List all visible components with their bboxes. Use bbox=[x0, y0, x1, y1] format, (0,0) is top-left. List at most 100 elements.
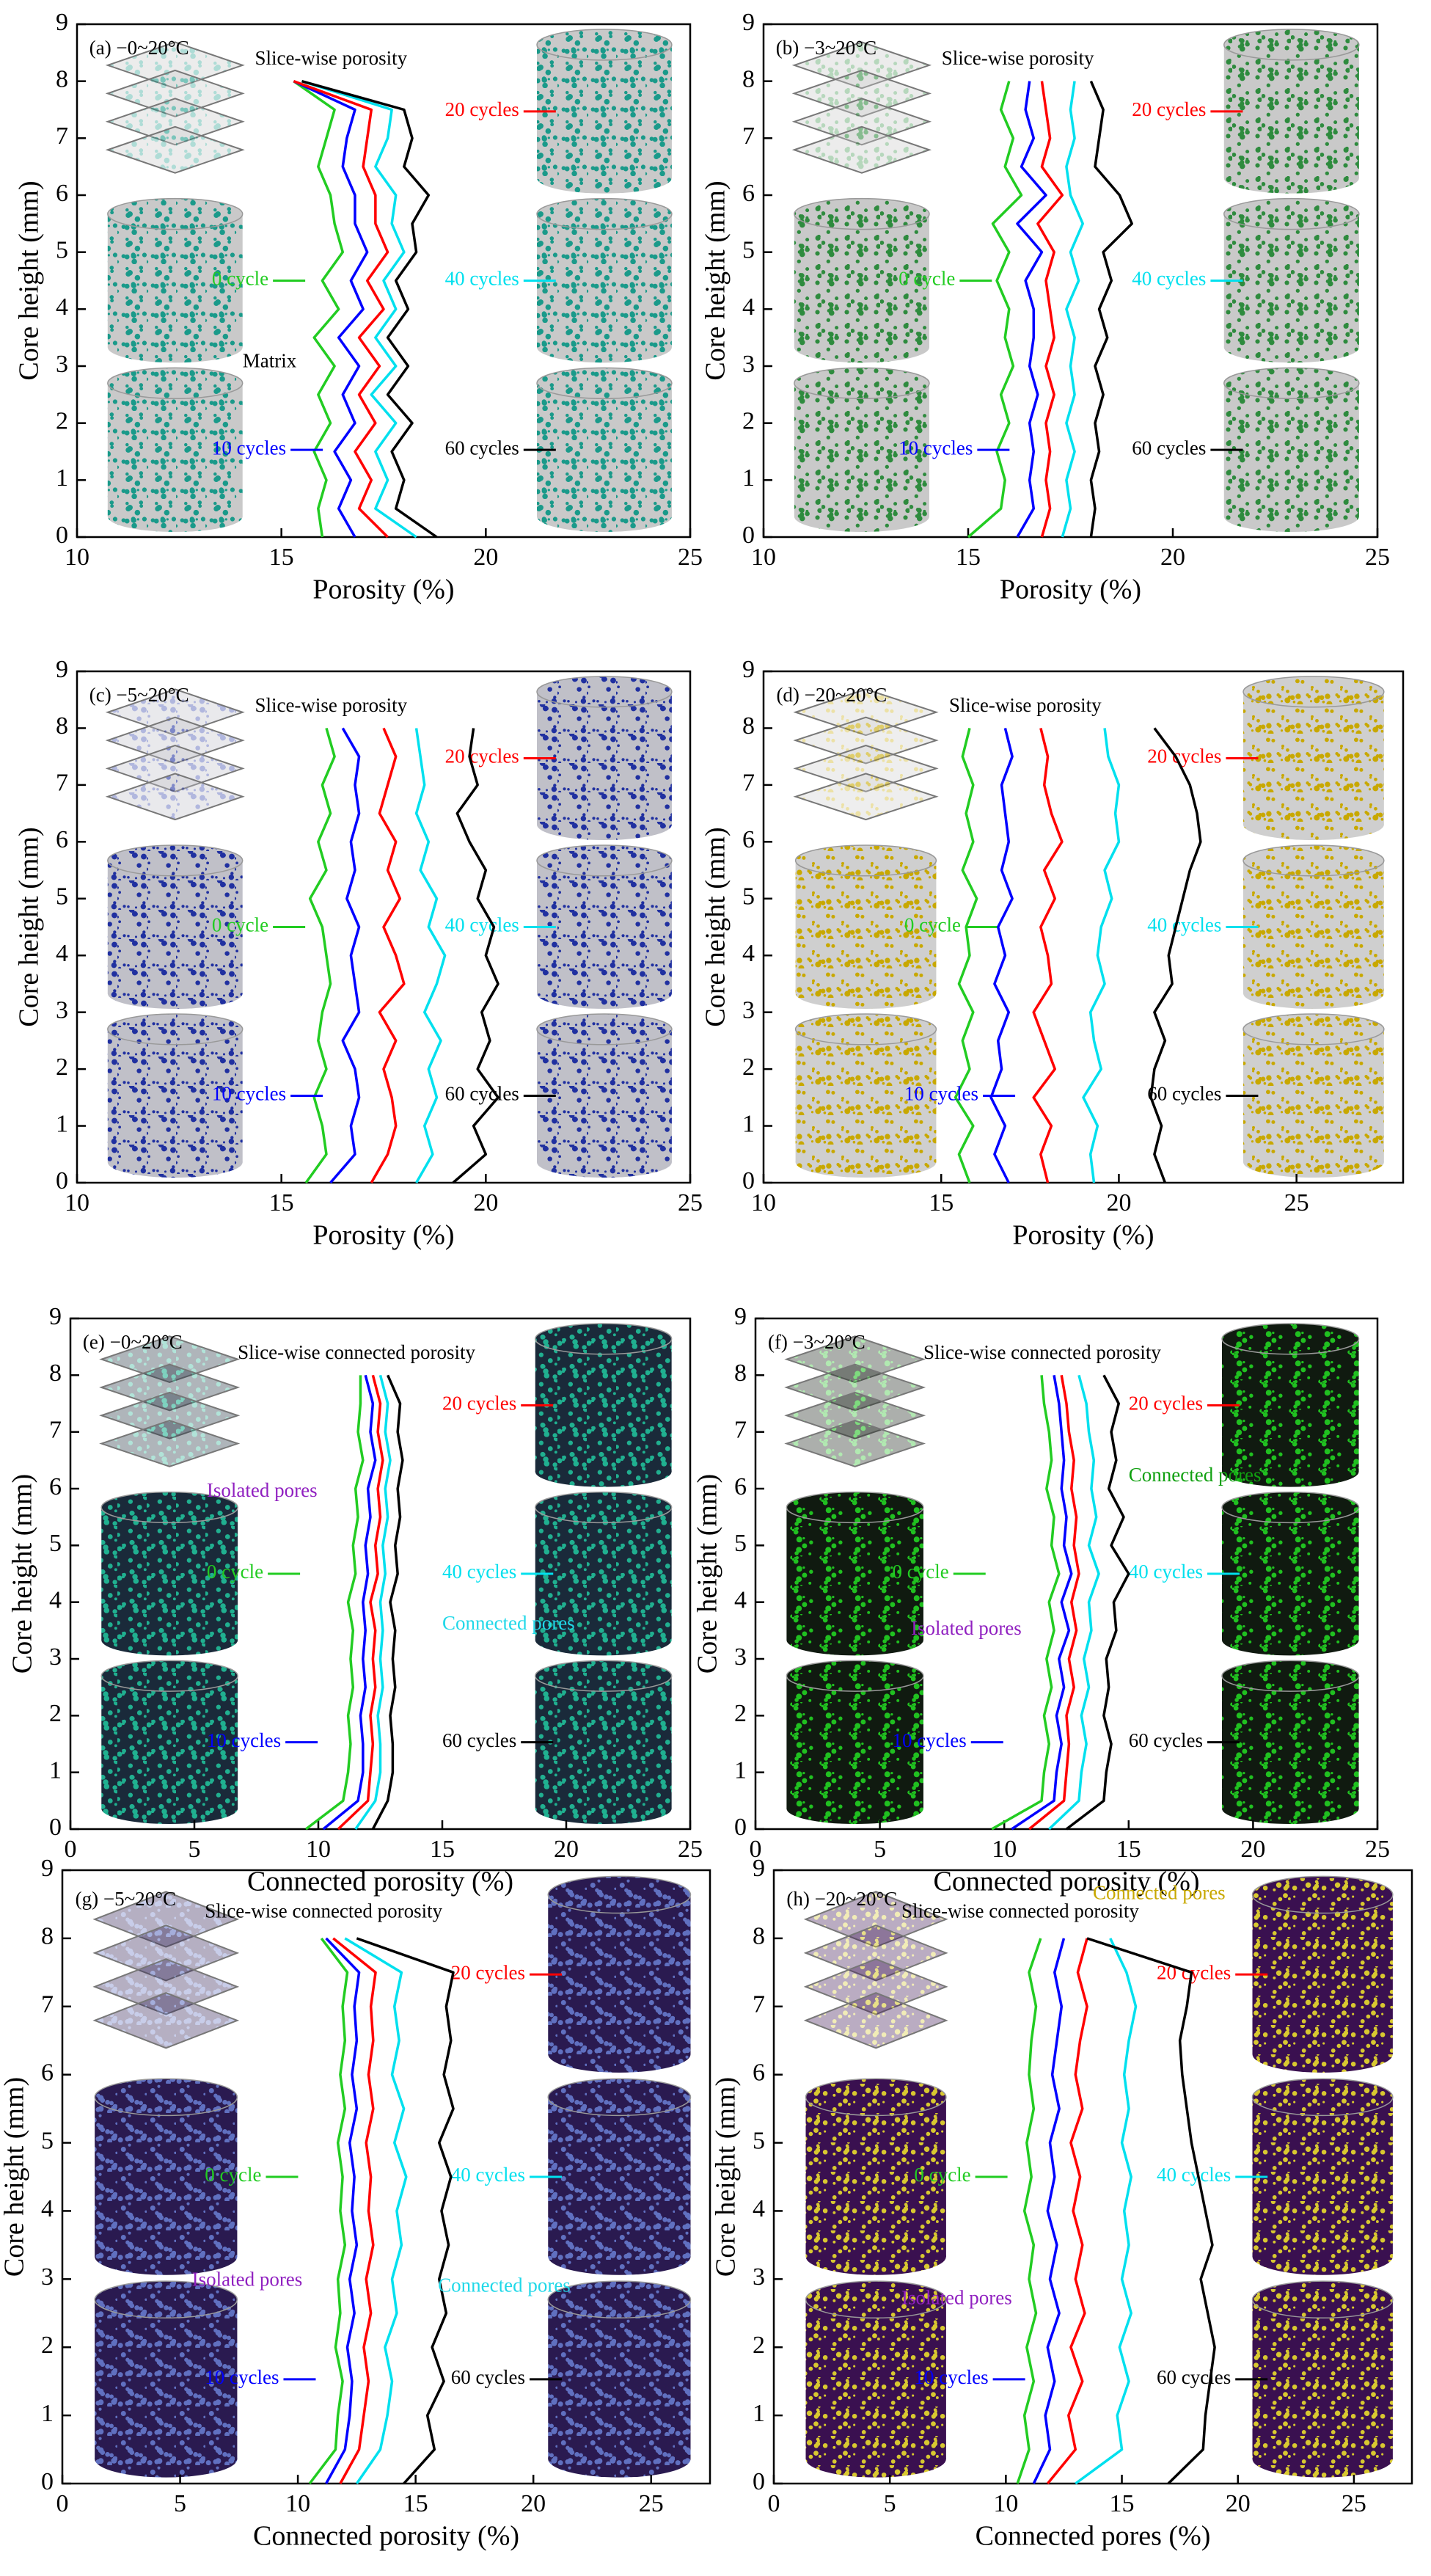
y-tick-label: 2 bbox=[734, 1700, 747, 1727]
sample-top bbox=[107, 197, 244, 230]
series-line bbox=[1075, 1938, 1138, 2485]
panel-label: (g) −5~20°C bbox=[76, 1888, 176, 1910]
sample-bottom bbox=[786, 1624, 923, 1656]
series-label: 0 cycle bbox=[899, 268, 955, 290]
series-label: 60 cycles bbox=[445, 437, 519, 459]
x-tick-label: 20 bbox=[521, 2490, 546, 2517]
sample-top bbox=[786, 1491, 924, 1524]
series-line bbox=[325, 1937, 361, 2484]
series-label: 0 cycle bbox=[205, 2164, 261, 2186]
series-label: 40 cycles bbox=[445, 914, 519, 936]
sample-cylinder bbox=[537, 860, 672, 994]
sample-bottom bbox=[548, 2440, 691, 2478]
panel: 0 5 10 15 20 25 0 1 2 3 4 5 6 7 8 9 Connected porosity (… bbox=[0, 1855, 711, 2552]
x-axis-label: Connected pores (%) bbox=[976, 2521, 1211, 2552]
panel-label: (f) −3~20°C bbox=[768, 1331, 865, 1353]
series-label: 10 cycles bbox=[212, 437, 286, 459]
sample-bottom bbox=[1243, 1147, 1384, 1178]
sample-top bbox=[1251, 1875, 1394, 1914]
sample-top bbox=[1242, 844, 1385, 877]
x-tick-label: 20 bbox=[473, 544, 498, 571]
y-tick-label: 6 bbox=[56, 826, 68, 853]
sample-top bbox=[805, 2280, 947, 2319]
series-label: 10 cycles bbox=[212, 1083, 286, 1105]
series-line bbox=[954, 728, 978, 1183]
sample-top bbox=[1223, 29, 1360, 61]
y-tick-label: 4 bbox=[56, 940, 68, 967]
x-tick-label: 10 bbox=[751, 1189, 776, 1216]
sample-bottom bbox=[1252, 2238, 1393, 2275]
x-axis-label: Porosity (%) bbox=[1012, 1220, 1154, 1251]
sample-cylinder bbox=[1243, 691, 1384, 825]
y-tick-label: 6 bbox=[753, 2059, 765, 2086]
x-axis-label: Porosity (%) bbox=[1000, 574, 1141, 605]
y-tick-label: 8 bbox=[41, 1923, 54, 1950]
x-tick-label: 15 bbox=[1110, 2490, 1135, 2517]
series-line bbox=[308, 1937, 349, 2485]
x-tick-label: 15 bbox=[430, 1836, 455, 1863]
sample-top bbox=[535, 1491, 673, 1524]
sample-bottom bbox=[1223, 162, 1359, 194]
series-label: 20 cycles bbox=[1132, 98, 1206, 120]
sample-bottom bbox=[1243, 809, 1384, 841]
y-tick-label: 3 bbox=[56, 351, 68, 378]
sample-bottom bbox=[107, 978, 243, 1010]
x-tick-label: 15 bbox=[956, 544, 981, 571]
x-tick-label: 25 bbox=[1284, 1189, 1309, 1216]
sample-cylinder bbox=[535, 1676, 672, 1809]
x-tick-label: 5 bbox=[874, 1836, 886, 1863]
y-tick-label: 8 bbox=[742, 65, 755, 92]
y-tick-label: 1 bbox=[742, 464, 755, 492]
y-tick-label: 7 bbox=[742, 770, 755, 797]
series-line bbox=[1011, 1375, 1073, 1831]
x-tick-label: 5 bbox=[884, 2490, 896, 2517]
sample-cylinder bbox=[107, 1029, 243, 1163]
series-label: 40 cycles bbox=[1147, 914, 1221, 936]
sample-cylinder bbox=[1223, 44, 1359, 178]
y-tick-label: 7 bbox=[742, 123, 755, 150]
sample-top bbox=[535, 1660, 673, 1692]
sample-bottom bbox=[537, 809, 672, 841]
sample-cylinder bbox=[107, 383, 243, 517]
series-label: 20 cycles bbox=[445, 745, 519, 767]
y-axis-label: Core height (mm) bbox=[7, 1474, 38, 1674]
sample-top bbox=[536, 844, 673, 877]
sample-top bbox=[536, 367, 673, 400]
y-tick-label: 0 bbox=[56, 1167, 68, 1194]
series-line bbox=[371, 1374, 404, 1830]
sample-top bbox=[94, 2078, 238, 2117]
x-axis-label: Connected porosity (%) bbox=[253, 2521, 519, 2552]
annotation: Isolated pores bbox=[207, 1479, 318, 1501]
sample-cylinder bbox=[1252, 1894, 1393, 2054]
sample-cylinder bbox=[101, 1507, 238, 1641]
sample-top bbox=[547, 2280, 692, 2319]
series-label: 40 cycles bbox=[442, 1561, 516, 1583]
series-label: 10 cycles bbox=[205, 2366, 279, 2388]
panel: 10 15 20 25 0 1 2 3 4 5 6 7 8 9 Porosity (%) Core heigh… bbox=[700, 656, 1405, 1251]
sample-bottom bbox=[1223, 332, 1359, 363]
series-label: 0 cycle bbox=[904, 914, 961, 936]
sample-top bbox=[107, 1013, 244, 1046]
sample-bottom bbox=[794, 501, 929, 533]
y-tick-label: 9 bbox=[56, 9, 68, 36]
sample-bottom bbox=[535, 1793, 672, 1825]
sample-top bbox=[1221, 1323, 1360, 1355]
x-axis-label: Porosity (%) bbox=[312, 574, 454, 605]
series-line bbox=[301, 79, 417, 539]
plot-frame bbox=[76, 670, 692, 1184]
annotation: Isolated pores bbox=[901, 2286, 1012, 2308]
series-line bbox=[356, 1937, 455, 2485]
sample-top bbox=[1251, 2280, 1394, 2319]
series-line bbox=[1149, 727, 1202, 1183]
sample-cylinder bbox=[1252, 2097, 1393, 2257]
sample-top bbox=[100, 1660, 238, 1692]
sample-cylinder bbox=[535, 1338, 672, 1472]
y-tick-label: 5 bbox=[753, 2127, 765, 2154]
y-tick-label: 0 bbox=[56, 522, 68, 549]
y-tick-label: 4 bbox=[753, 2195, 765, 2222]
series-label: 0 cycle bbox=[893, 1561, 949, 1583]
x-tick-label: 20 bbox=[1240, 1836, 1265, 1863]
y-tick-label: 8 bbox=[734, 1360, 747, 1387]
series-line bbox=[989, 728, 1014, 1183]
y-tick-label: 5 bbox=[734, 1530, 747, 1557]
